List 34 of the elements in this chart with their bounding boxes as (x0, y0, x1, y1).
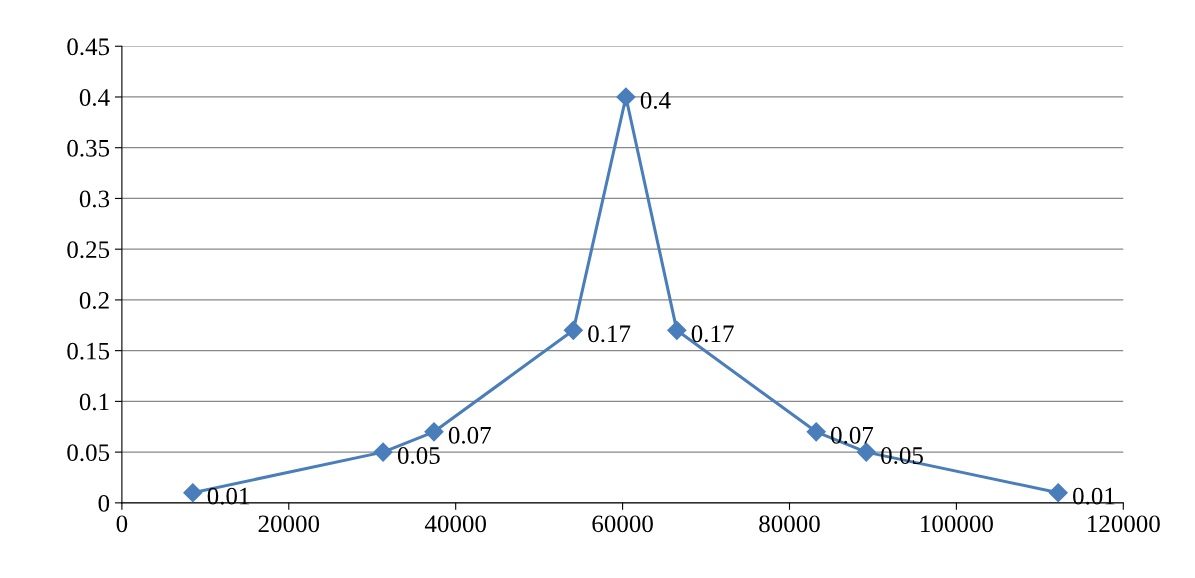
data-label: 0.4 (640, 91, 671, 109)
y-tick-label: 0.45 (67, 38, 110, 56)
data-label: 0.01 (207, 487, 249, 505)
x-tick-label: 40000 (424, 515, 486, 533)
x-tick-label: 0 (116, 515, 128, 533)
point (183, 483, 203, 503)
x-tick-label: 80000 (759, 515, 820, 533)
point (616, 87, 636, 107)
y-tick-label: 0.4 (79, 89, 110, 106)
point (563, 320, 583, 340)
y-tick-label: 0 (98, 494, 110, 512)
data-label: 0.05 (397, 447, 440, 465)
point (806, 422, 826, 442)
point (856, 442, 876, 462)
point (424, 422, 444, 442)
y-tick-label: 0.1 (79, 393, 109, 411)
y-tick-label: 0.25 (67, 241, 110, 259)
point (373, 442, 393, 462)
data-label: 0.01 (1073, 487, 1115, 505)
x-tick-label: 20000 (258, 515, 320, 533)
x-tick-label: 120000 (1088, 515, 1160, 533)
data-label: 0.17 (588, 325, 631, 343)
y-tick-label: 0.05 (67, 444, 110, 462)
y-tick-label: 0.3 (79, 190, 110, 208)
y-tick-label: 0.15 (67, 342, 110, 360)
data-label: 0.07 (831, 426, 874, 444)
y-tick-label: 0.35 (67, 139, 110, 157)
data-label: 0.17 (691, 325, 734, 343)
point (667, 320, 687, 340)
point (1048, 483, 1068, 503)
data-label: 0.07 (448, 426, 491, 444)
x-tick-label: 60000 (592, 515, 653, 533)
x-tick-label: 100000 (921, 515, 993, 533)
y-tick-label: 0.2 (79, 291, 109, 309)
